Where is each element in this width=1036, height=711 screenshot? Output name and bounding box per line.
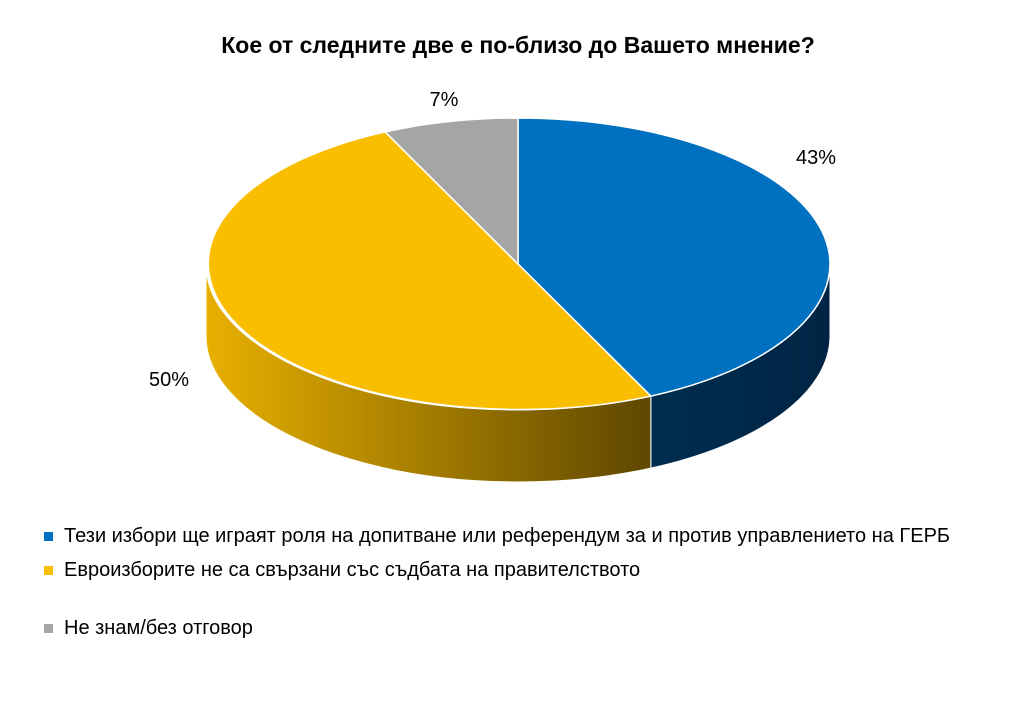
data-label: 50% (149, 369, 189, 391)
legend-swatch (44, 566, 53, 575)
legend: Тези избори ще играят роля на допитване … (44, 522, 1019, 642)
legend-label: Евроизборите не са свързани със съдбата … (64, 559, 641, 581)
data-label: 43% (796, 147, 836, 169)
legend-swatch (44, 624, 53, 633)
pie-slice (207, 131, 652, 411)
legend-item: Евроизборите не са свързани със съдбата … (44, 556, 1019, 584)
legend-label: Не знам/без отговор (64, 617, 253, 639)
legend-item: Не знам/без отговор (44, 614, 1019, 642)
chart-title: Кое от следните две е по-близо до Вашето… (221, 32, 815, 58)
pie-slice (517, 117, 831, 397)
legend-label: Тези избори ще играят роля на допитване … (64, 525, 951, 547)
legend-item: Тези избори ще играят роля на допитване … (44, 522, 1019, 550)
legend-swatch (44, 532, 53, 541)
pie-slice (384, 117, 519, 265)
data-label: 7% (430, 89, 459, 111)
